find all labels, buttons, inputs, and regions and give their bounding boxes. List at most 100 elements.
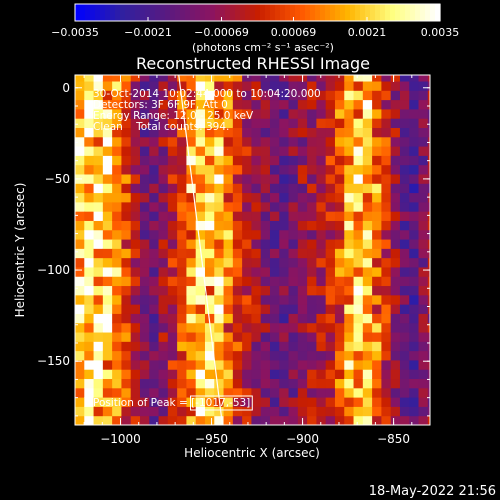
- heatmap-cell: [204, 127, 215, 138]
- heatmap-cell: [307, 146, 317, 156]
- colorbar-swatch: [185, 4, 191, 21]
- heatmap-cell: [195, 341, 206, 352]
- heatmap-cell: [84, 294, 95, 305]
- heatmap-cell: [381, 155, 392, 166]
- heatmap-cell: [390, 229, 401, 240]
- heatmap-cell: [325, 239, 336, 249]
- heatmap-cell: [399, 332, 410, 342]
- heatmap-cell: [362, 285, 373, 296]
- heatmap-cell: [381, 369, 392, 380]
- heatmap-cell: [297, 266, 308, 277]
- heatmap-cell: [177, 90, 187, 101]
- heatmap-cell: [214, 155, 225, 166]
- heatmap-cell: [251, 155, 262, 166]
- heatmap-cell: [232, 369, 243, 380]
- heatmap-cell: [418, 75, 429, 82]
- heatmap-cell: [167, 266, 178, 277]
- heatmap-cell: [186, 75, 197, 82]
- heatmap-cell: [390, 164, 401, 175]
- colorbar-swatch: [365, 4, 371, 21]
- heatmap-cell: [334, 322, 345, 333]
- heatmap-cell: [260, 183, 271, 194]
- heatmap-cell: [344, 81, 355, 91]
- heatmap-cell: [307, 127, 317, 138]
- heatmap-cell: [316, 369, 327, 380]
- heatmap-cell: [251, 75, 262, 82]
- heatmap-cell: [139, 248, 150, 259]
- heatmap-cell: [121, 155, 132, 166]
- heatmap-cell: [139, 164, 150, 175]
- heatmap-cell: [390, 220, 401, 231]
- heatmap-cell: [84, 285, 95, 296]
- heatmap-cell: [223, 341, 234, 352]
- heatmap-cell: [158, 99, 169, 110]
- heatmap-cell: [316, 248, 327, 259]
- heatmap-cell: [121, 183, 132, 194]
- heatmap-cell: [102, 173, 113, 184]
- heatmap-cell: [139, 183, 150, 194]
- heatmap-cell: [344, 406, 355, 417]
- heatmap-cell: [316, 415, 327, 425]
- heatmap-cell: [353, 99, 364, 110]
- heatmap-cell: [223, 248, 234, 259]
- colorbar-swatch: [75, 4, 81, 21]
- heatmap-cell: [362, 257, 373, 268]
- heatmap-cell: [279, 201, 290, 212]
- heatmap-cell: [93, 332, 104, 342]
- heatmap-cell: [204, 359, 215, 370]
- heatmap-cell: [372, 173, 382, 184]
- heatmap-cell: [251, 229, 262, 240]
- heatmap-cell: [316, 192, 327, 203]
- heatmap-cell: [130, 276, 141, 287]
- heatmap-cell: [381, 285, 392, 296]
- colorbar-swatch: [285, 4, 291, 21]
- heatmap-cell: [167, 192, 178, 203]
- heatmap-cell: [372, 359, 382, 370]
- heatmap-cell: [418, 229, 429, 240]
- heatmap-cell: [260, 192, 271, 203]
- heatmap-cell: [112, 146, 122, 156]
- heatmap-cell: [381, 108, 392, 119]
- heatmap-cell: [372, 229, 382, 240]
- heatmap-cell: [409, 285, 420, 296]
- heatmap-cell: [251, 136, 262, 147]
- heatmap-cell: [242, 313, 252, 324]
- heatmap-cell: [102, 369, 113, 380]
- heatmap-cell: [232, 118, 243, 128]
- heatmap-cell: [344, 164, 355, 175]
- heatmap-cell: [75, 378, 85, 389]
- heatmap-cell: [297, 118, 308, 128]
- heatmap-cell: [223, 350, 234, 361]
- heatmap-cell: [362, 322, 373, 333]
- peak-position-label: Position of Peak = [-1017,-53]: [93, 397, 250, 409]
- heatmap-cell: [418, 136, 429, 147]
- heatmap-cell: [251, 276, 262, 287]
- heatmap-cell: [84, 387, 95, 398]
- heatmap-cell: [112, 81, 122, 91]
- heatmap-cell: [204, 332, 215, 342]
- heatmap-cell: [232, 183, 243, 194]
- heatmap-cell: [84, 155, 95, 166]
- heatmap-cell: [409, 229, 420, 240]
- heatmap-cell: [121, 350, 132, 361]
- heatmap-cell: [409, 313, 420, 324]
- heatmap-cell: [269, 350, 280, 361]
- heatmap-cell: [158, 359, 169, 370]
- heatmap-cell: [214, 211, 225, 221]
- heatmap-cell: [214, 313, 225, 324]
- heatmap-cell: [112, 341, 122, 352]
- heatmap-cell: [344, 415, 355, 425]
- heatmap-cell: [149, 341, 160, 352]
- heatmap-cell: [130, 173, 141, 184]
- heatmap-cell: [93, 127, 104, 138]
- colorbar-swatch: [430, 4, 436, 21]
- heatmap-cell: [242, 164, 252, 175]
- heatmap-cell: [334, 378, 345, 389]
- heatmap-cell: [149, 192, 160, 203]
- colorbar-swatch: [125, 4, 131, 21]
- heatmap-cell: [84, 192, 95, 203]
- y-tick-label: −150: [37, 354, 70, 368]
- heatmap-cell: [307, 378, 317, 389]
- heatmap-cell: [232, 313, 243, 324]
- heatmap-cell: [399, 397, 410, 407]
